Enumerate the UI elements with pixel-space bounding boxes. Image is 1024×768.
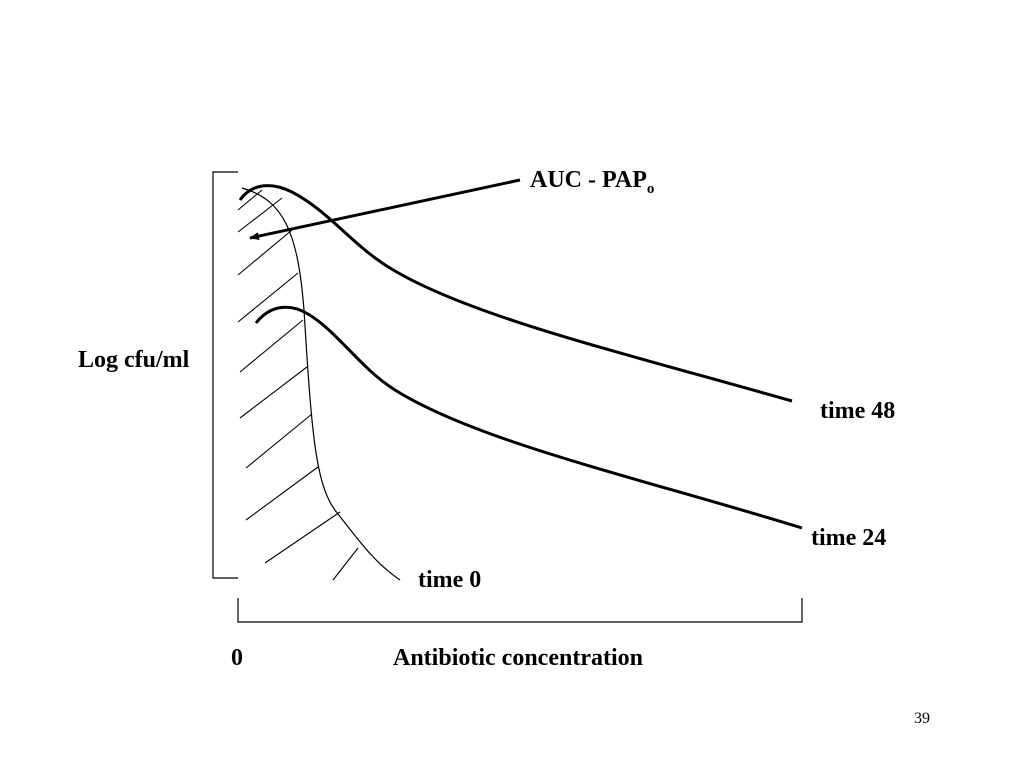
curve-label-time-48: time 48 (820, 398, 896, 424)
curve-label-time-0: time 0 (418, 567, 482, 593)
auc-pap-label-subscript: o (646, 181, 655, 197)
curve-label-time-24: time 24 (811, 525, 887, 551)
x-axis-label: Antibiotic concentration (393, 645, 643, 671)
curve-time-48 (238, 184, 793, 403)
curve-time-24 (254, 305, 803, 530)
auc-arrow (249, 178, 521, 241)
y-axis-label: Log cfu/ml (78, 347, 190, 373)
x-axis-origin-label: 0 (231, 645, 243, 671)
curve-time-0 (241, 187, 401, 581)
x-axis-bracket (237, 598, 803, 623)
page-number: 39 (914, 710, 930, 727)
auc-hatching (237, 189, 359, 581)
auc-pap-label-main: AUC - PAP (530, 167, 647, 193)
auc-pap-label: AUC - PAPo (530, 166, 654, 197)
y-axis-bracket (212, 171, 238, 579)
